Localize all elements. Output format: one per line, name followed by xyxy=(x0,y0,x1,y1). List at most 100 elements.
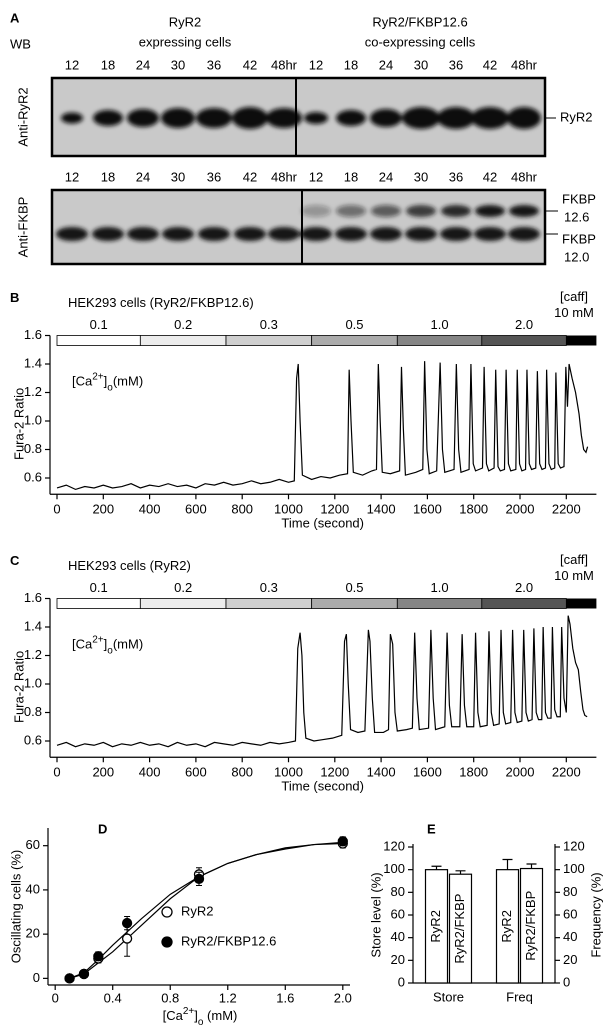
error-bar xyxy=(431,865,442,870)
band-label: 12.0 xyxy=(564,249,589,264)
caffeine-segment xyxy=(566,598,597,609)
x-axis-label: Time (second) xyxy=(281,779,364,794)
lane-label: 42 xyxy=(483,169,497,184)
concentration-label: 1.0 xyxy=(431,580,449,595)
y-tick-label: 1.6 xyxy=(24,327,42,342)
concentration-segment xyxy=(311,598,398,609)
lane-label: 42 xyxy=(243,57,257,72)
band xyxy=(127,109,159,127)
y-tick-label: 0.6 xyxy=(24,469,42,484)
text-part: [Ca xyxy=(72,637,93,652)
caffeine-label: [caff] xyxy=(560,289,588,304)
lane-label: 12 xyxy=(309,169,323,184)
band xyxy=(336,110,366,126)
band xyxy=(474,227,506,241)
bar-label: RyR2/FKBP xyxy=(523,891,538,961)
y-tick-label: 20 xyxy=(26,926,40,941)
lane-label: 24 xyxy=(379,57,393,72)
band-label: RyR2 xyxy=(560,109,593,124)
band xyxy=(198,227,230,241)
concentration-segment xyxy=(481,335,567,346)
y2-tick-label: 100 xyxy=(563,861,585,876)
band xyxy=(61,112,83,124)
lane-label: 42 xyxy=(483,57,497,72)
data-point xyxy=(93,951,104,962)
data-point xyxy=(121,917,133,929)
x-tick-label: 200 xyxy=(92,765,114,780)
x-tick-label: 800 xyxy=(231,502,253,517)
data-point xyxy=(78,968,90,980)
concentration-segment xyxy=(139,598,227,609)
concentration-label: 2.0 xyxy=(515,580,533,595)
concentration-label: 1.0 xyxy=(431,317,449,332)
text-part: (mM) xyxy=(113,637,143,652)
band xyxy=(56,227,88,241)
lane-label: 48hr xyxy=(511,169,538,184)
band xyxy=(508,227,540,241)
concentration-segment xyxy=(139,335,227,346)
lane-label: 24 xyxy=(136,169,150,184)
group-title: RyR2/FKBP12.6 xyxy=(372,14,467,29)
y-tick-label: 1.4 xyxy=(24,355,42,370)
band xyxy=(509,205,539,217)
y-tick-label: 20 xyxy=(391,952,405,967)
y2-tick-label: 60 xyxy=(563,906,577,921)
concentration-segment xyxy=(56,335,141,346)
panel-label: D xyxy=(98,821,107,836)
y-axis-label: Oscillating cells (%) xyxy=(8,850,23,963)
x-tick-label: 2200 xyxy=(552,765,581,780)
x-tick-label: 1000 xyxy=(274,502,303,517)
x-tick-label: 0 xyxy=(52,990,59,1005)
band xyxy=(232,107,268,129)
concentration-segment xyxy=(481,598,567,609)
bar-label: RyR2 xyxy=(428,910,443,943)
lane-label: 42 xyxy=(243,169,257,184)
concentration-segment xyxy=(56,598,141,609)
error-bar xyxy=(455,870,466,875)
text-part: 2+ xyxy=(183,1006,195,1017)
lane-label: 12 xyxy=(65,169,79,184)
concentration-label: 0.5 xyxy=(345,580,363,595)
y-tick-label: 1.6 xyxy=(24,590,42,605)
x-tick-label: 0.8 xyxy=(161,990,179,1005)
x-tick-label: 1000 xyxy=(274,765,303,780)
legend-label: RyR2/FKBP12.6 xyxy=(181,933,276,948)
y-tick-label: 40 xyxy=(391,929,405,944)
panel-label: E xyxy=(427,821,436,836)
x-tick-label: 1400 xyxy=(367,502,396,517)
data-point xyxy=(193,873,205,885)
lane-label: 18 xyxy=(344,57,358,72)
x-tick-label: 1800 xyxy=(459,765,488,780)
x-tick-label: 0 xyxy=(53,502,60,517)
antibody-label: Anti-RyR2 xyxy=(15,87,30,146)
bands xyxy=(61,107,541,129)
x-tick-label: 1600 xyxy=(413,765,442,780)
text-part: [Ca xyxy=(72,374,93,389)
concentration-segment xyxy=(396,598,483,609)
lane-label: 24 xyxy=(136,57,150,72)
band xyxy=(440,227,472,241)
y-axis-label: Fura-2 Ratio xyxy=(11,651,26,723)
concentration-axis-label: [Ca2+]o(mM) xyxy=(72,372,143,394)
y2-tick-label: 80 xyxy=(563,884,577,899)
lane-label: 48hr xyxy=(511,57,538,72)
band xyxy=(92,227,124,241)
y-tick-label: 1.4 xyxy=(24,618,42,633)
legend-marker xyxy=(161,906,173,918)
x-tick-label: 2200 xyxy=(552,502,581,517)
group-title: expressing cells xyxy=(139,34,232,49)
legend-label: RyR2 xyxy=(181,903,214,918)
data-point xyxy=(121,933,133,944)
chart-title: HEK293 cells (RyR2/FKBP12.6) xyxy=(68,295,254,310)
x-tick-label: 600 xyxy=(185,765,207,780)
band xyxy=(370,227,402,241)
x-axis-label: [Ca2+]o (mM) xyxy=(163,1006,238,1028)
x-tick-label: 200 xyxy=(92,502,114,517)
y-tick-label: 120 xyxy=(383,838,405,853)
legend-marker xyxy=(161,936,173,948)
band xyxy=(300,227,332,241)
x-tick-label: 800 xyxy=(231,765,253,780)
x-tick-label: 1200 xyxy=(320,765,349,780)
y-tick-label: 80 xyxy=(391,884,405,899)
